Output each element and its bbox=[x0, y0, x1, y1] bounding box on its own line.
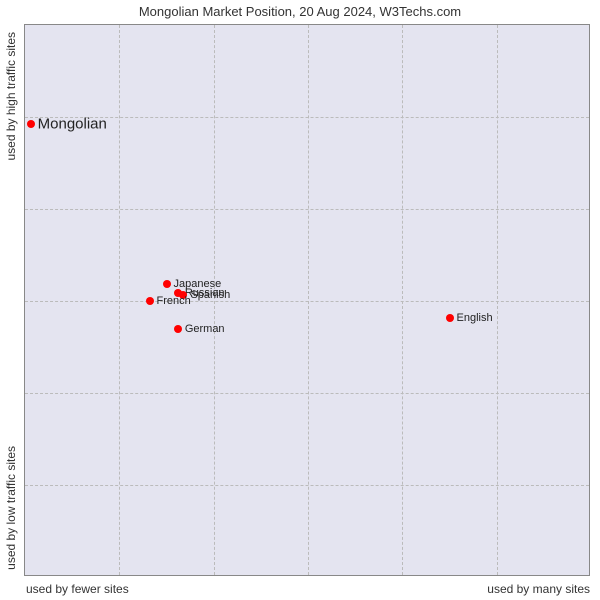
y-axis-label-bottom: used by low traffic sites bbox=[4, 446, 18, 570]
grid-line-horizontal bbox=[25, 117, 589, 118]
x-axis-label-right: used by many sites bbox=[487, 582, 590, 596]
x-axis-label-left: used by fewer sites bbox=[26, 582, 129, 596]
data-point-label: German bbox=[185, 323, 225, 335]
plot-area: MongolianJapaneseRussianSpanishFrenchGer… bbox=[24, 24, 590, 576]
data-point-label: English bbox=[457, 312, 493, 324]
grid-line-vertical bbox=[308, 25, 309, 575]
data-point-label: French bbox=[157, 295, 191, 307]
data-point bbox=[174, 325, 182, 333]
grid-line-vertical bbox=[119, 25, 120, 575]
data-point-label: Spanish bbox=[190, 289, 230, 301]
y-axis-label-top: used by high traffic sites bbox=[4, 32, 18, 161]
data-point bbox=[27, 120, 35, 128]
data-point bbox=[163, 280, 171, 288]
data-point bbox=[446, 314, 454, 322]
chart-title: Mongolian Market Position, 20 Aug 2024, … bbox=[0, 4, 600, 19]
grid-line-vertical bbox=[402, 25, 403, 575]
data-point bbox=[146, 297, 154, 305]
grid-line-horizontal bbox=[25, 301, 589, 302]
data-point-label: Mongolian bbox=[38, 116, 107, 133]
grid-line-horizontal bbox=[25, 209, 589, 210]
chart-container: Mongolian Market Position, 20 Aug 2024, … bbox=[0, 0, 600, 600]
grid-line-vertical bbox=[497, 25, 498, 575]
grid-line-horizontal bbox=[25, 485, 589, 486]
grid-line-horizontal bbox=[25, 393, 589, 394]
